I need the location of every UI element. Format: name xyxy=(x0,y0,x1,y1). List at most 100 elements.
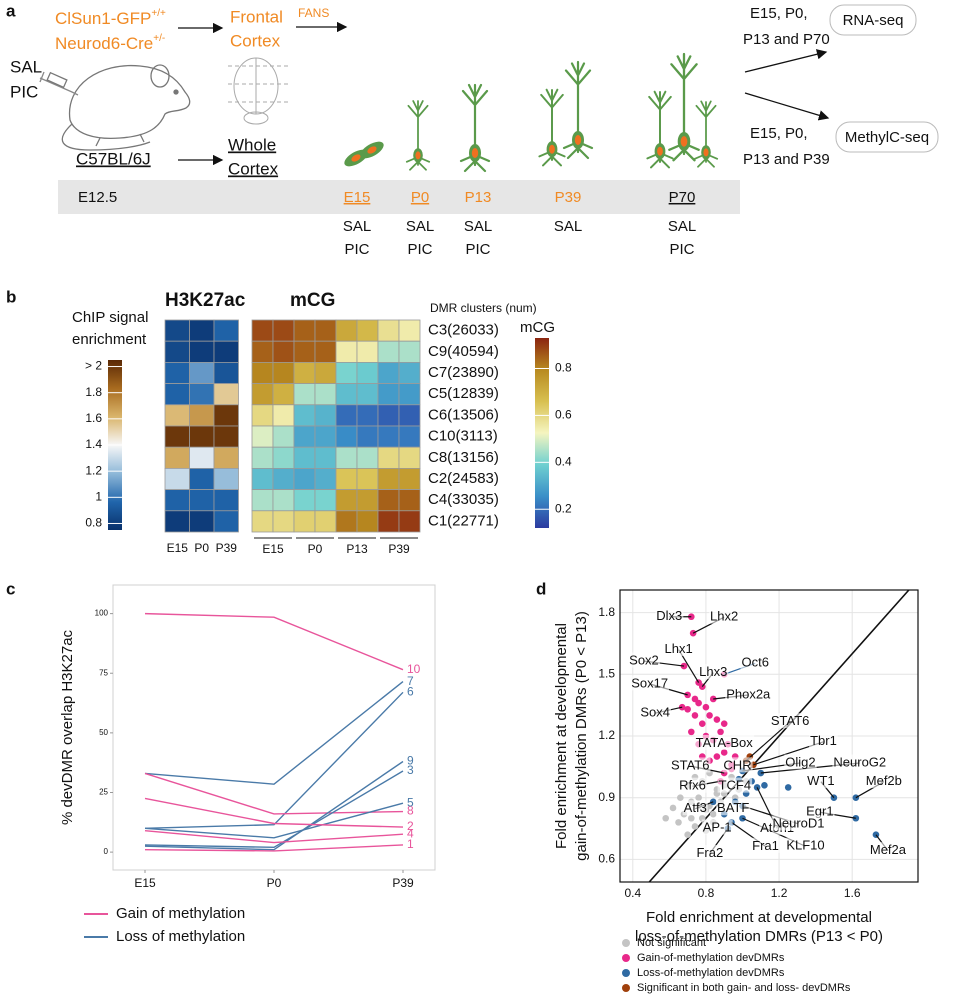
line xyxy=(144,691,404,829)
heatmap-cell xyxy=(314,489,337,512)
label-bg xyxy=(809,733,838,749)
heatmap-cell xyxy=(356,383,379,406)
heatmap-cell xyxy=(189,404,215,427)
line xyxy=(144,802,404,839)
point-label: CHR xyxy=(723,757,751,772)
neuron-illustration xyxy=(668,52,700,162)
heatmap-cell xyxy=(189,446,215,469)
heatmap-cell xyxy=(293,319,316,342)
mouse-eye xyxy=(173,89,179,95)
colorbar-title: mCG xyxy=(520,319,555,336)
heatmap-cell xyxy=(356,340,379,363)
heatmap-cell xyxy=(213,425,239,448)
strain: ClSun1-GFP xyxy=(55,9,151,28)
label-bg xyxy=(630,675,670,691)
x-tick-label: 0.4 xyxy=(624,886,641,900)
heatmap-cell xyxy=(293,489,316,512)
legend-swatch xyxy=(622,939,630,947)
point-label: Oct6 xyxy=(741,655,768,670)
scatter-point xyxy=(684,705,691,713)
genotype: +/+ xyxy=(151,8,166,19)
assay-box xyxy=(835,121,939,153)
panel-label: c xyxy=(6,579,15,598)
method: FANS xyxy=(298,6,329,20)
y-axis-label: Fold enrichment at developmental xyxy=(553,623,570,849)
heatmap-cell xyxy=(377,510,400,533)
legend-label: Significant in both gain- and loss- devD… xyxy=(637,982,851,994)
heatmap-cell xyxy=(189,510,215,533)
cell-nucleus xyxy=(351,154,361,162)
label-bg xyxy=(663,640,694,656)
point-label: KLF10 xyxy=(786,838,824,853)
heatmap-cell xyxy=(398,361,421,384)
stage-list: E15, P0, xyxy=(750,125,808,142)
region: Frontal xyxy=(230,7,283,26)
point-label: Fra2 xyxy=(696,845,723,860)
colorbar-tick-label: 1.4 xyxy=(85,437,102,451)
scatter-point xyxy=(720,720,728,727)
heatmap-cell xyxy=(377,404,400,427)
line-end-label: 4 xyxy=(407,826,414,840)
heatmap-cell xyxy=(189,467,215,490)
heatmap-cell xyxy=(293,340,316,363)
syringe xyxy=(39,71,79,96)
heatmap-cell xyxy=(356,425,379,448)
heatmap-cell xyxy=(189,425,215,448)
point-label: Rfx6 xyxy=(679,778,706,793)
label-bg xyxy=(740,654,770,670)
column-label: E15 xyxy=(167,541,189,555)
region: Cortex xyxy=(228,159,279,178)
row-label: C7(23890) xyxy=(428,364,499,381)
label-bg xyxy=(628,652,660,668)
arrow xyxy=(744,92,830,121)
colorbar-tick-label: 1.2 xyxy=(85,463,102,477)
neuron-nucleus xyxy=(703,148,709,157)
heatmap-cell xyxy=(189,340,215,363)
scatter-point xyxy=(662,814,670,822)
neuron-branch xyxy=(693,100,719,168)
legend-label: Gain of methylation xyxy=(116,905,245,922)
heatmap-cell xyxy=(189,361,215,384)
neuron-illustration xyxy=(459,83,491,173)
row-label: C6(13506) xyxy=(428,406,499,423)
neuron-branch xyxy=(646,90,674,169)
mouse-body xyxy=(68,64,191,140)
y-tick-label: 0.9 xyxy=(598,790,615,804)
point-label: Sox4 xyxy=(640,705,670,720)
panel-label: a xyxy=(6,1,16,20)
label-bg xyxy=(682,800,708,816)
neuron-branch xyxy=(668,52,700,162)
line-end-label: 6 xyxy=(407,684,414,698)
stage-treatment: SAL xyxy=(668,218,696,235)
label-bg xyxy=(785,837,826,853)
heatmap-cell xyxy=(251,446,274,469)
scatter-point xyxy=(688,728,695,736)
y-tick-label: 1.8 xyxy=(598,605,615,619)
heatmap-cell xyxy=(213,404,239,427)
stage-name: P39 xyxy=(555,189,582,206)
stage-name: P0 xyxy=(411,189,429,206)
colorbar-tick-label: > 2 xyxy=(85,359,102,373)
heatmap-cell xyxy=(314,404,337,427)
heatmap-cell xyxy=(213,510,239,533)
scatter-point xyxy=(717,728,724,736)
heatmap-cell xyxy=(314,340,337,363)
heatmap-cell xyxy=(251,404,274,427)
progenitor-illustration xyxy=(360,141,384,159)
legend-label: Not significant xyxy=(637,937,706,949)
heatmap-cell xyxy=(213,446,239,469)
colorbar-tick-label: 1.8 xyxy=(85,385,102,399)
neuron-illustration xyxy=(693,100,719,168)
heatmap-cell xyxy=(272,361,295,384)
colorbar-title: ChIP signal xyxy=(72,309,148,326)
scatter-point xyxy=(691,695,699,703)
heatmap-cell xyxy=(213,467,239,490)
heatmap-cell xyxy=(398,510,421,533)
heatmap-cell xyxy=(398,340,421,363)
heatmap-cell xyxy=(314,467,337,490)
heatmap-cell xyxy=(164,446,190,469)
heatmap-cell xyxy=(213,340,239,363)
label-bg xyxy=(669,757,711,773)
